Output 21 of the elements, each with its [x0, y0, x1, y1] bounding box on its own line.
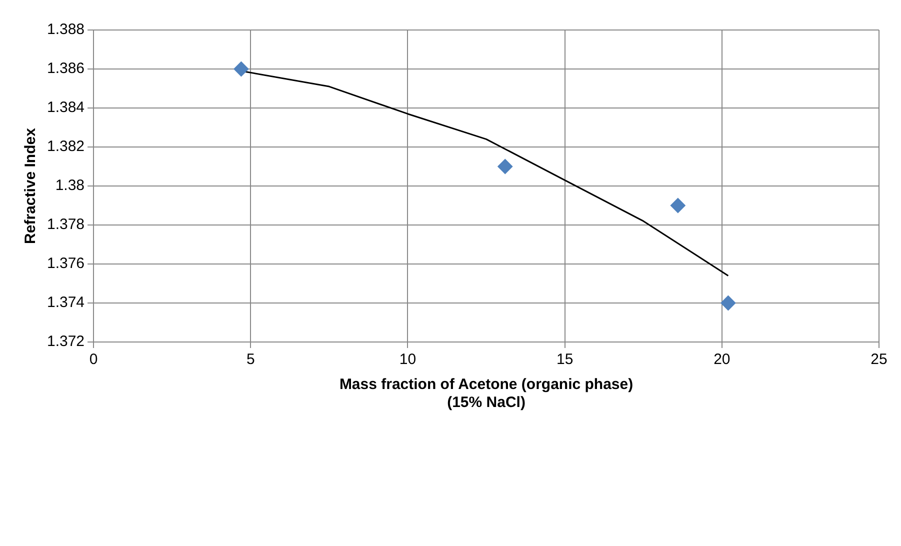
y-tick-label: 1.376 [46, 255, 85, 272]
point [234, 62, 249, 76]
x-axis-title: Mass fraction of Acetone (organic phase) (15% NaCl) [339, 376, 634, 412]
point [498, 159, 513, 174]
x-tick-label: 5 [246, 351, 255, 368]
point [670, 198, 686, 213]
y-tick-label: 1.382 [46, 138, 85, 156]
x-tick-label: 0 [89, 351, 98, 368]
y-tick-label: 1.374 [46, 294, 85, 312]
y-tick-label: 1.388 [46, 21, 85, 38]
x-tick-label: 25 [870, 351, 888, 368]
point [720, 296, 736, 310]
y-tick-label: 1.386 [46, 60, 85, 78]
y-axis-title: Refractive Index [22, 127, 40, 244]
y-tick-label: 1.38 [55, 177, 85, 194]
y-tick-label: 1.384 [46, 99, 85, 116]
x-tick-label: 10 [399, 351, 416, 368]
x-tick-label: 15 [556, 351, 574, 368]
x-tick-label: 20 [714, 351, 730, 368]
y-tick-label: 1.372 [46, 333, 85, 350]
y-tick-label: 1.378 [46, 216, 85, 234]
